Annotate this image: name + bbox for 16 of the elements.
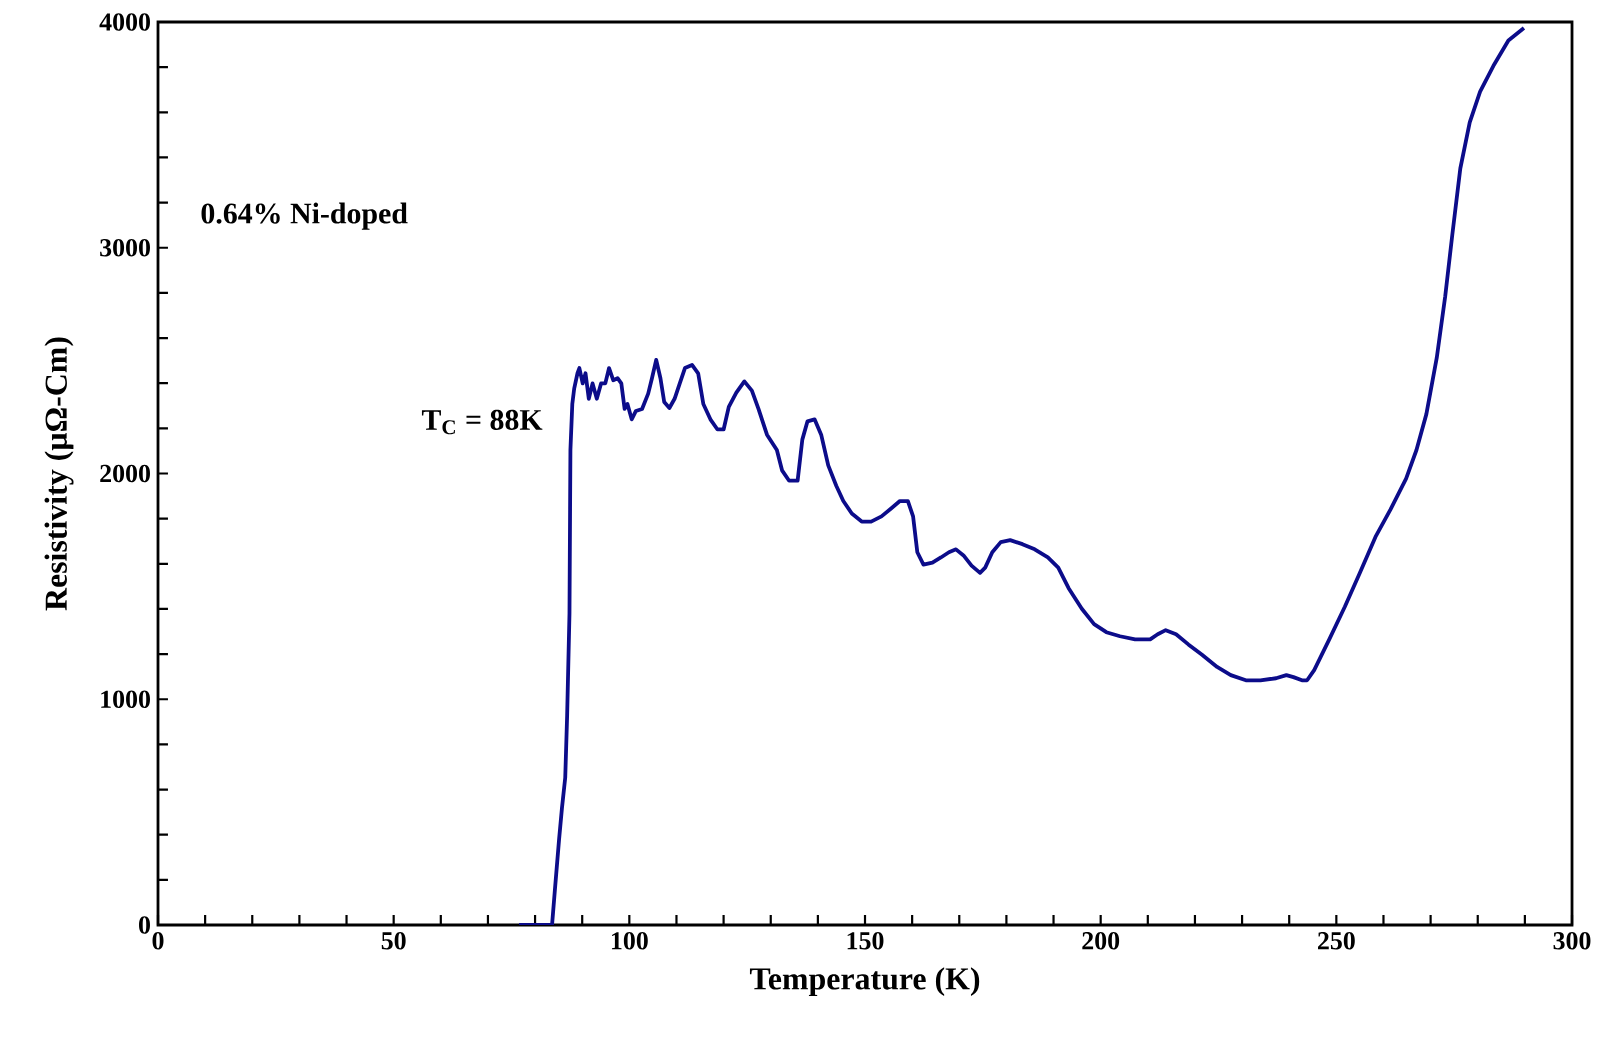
x-tick-label: 300 xyxy=(1553,932,1591,950)
x-axis-title: Temperature (K) xyxy=(749,967,980,997)
x-tick-label: 250 xyxy=(1318,932,1355,950)
y-tick-label: 2000 xyxy=(100,464,150,483)
y-tick-label: 3000 xyxy=(100,239,150,257)
x-tick-label: 0 xyxy=(152,932,164,950)
y-tick-label: 0 xyxy=(139,916,150,934)
y-tick-label: 4000 xyxy=(99,13,150,31)
y-axis-title: Resistivity (µΩ-Cm) xyxy=(44,337,74,611)
x-tick-label: 150 xyxy=(847,932,884,950)
annotation: T$_{C}$ = 88K xyxy=(421,409,543,435)
x-tick-label: 200 xyxy=(1082,932,1120,950)
x-tick-label: 50 xyxy=(381,932,406,950)
annotation: 0.64% Ni-doped xyxy=(201,202,408,230)
y-tick-label: 1000 xyxy=(101,690,150,708)
x-tick-label: 100 xyxy=(611,932,648,950)
